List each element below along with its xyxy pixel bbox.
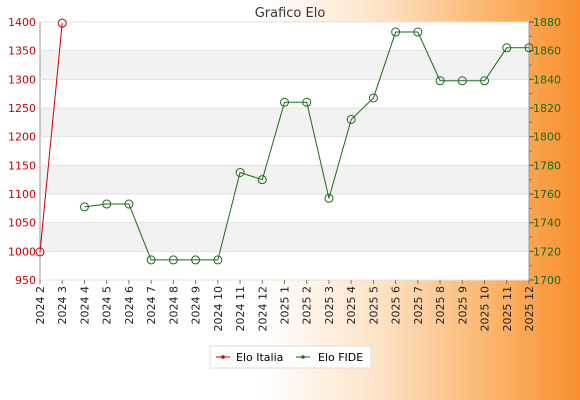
x-tick-label: 2025 12 xyxy=(523,286,536,332)
y-left-tick-label: 1300 xyxy=(8,73,36,86)
y-right-tick-label: 1740 xyxy=(533,217,561,230)
legend-label: Elo FIDE xyxy=(318,351,363,364)
y-right-tick-label: 1760 xyxy=(533,188,561,201)
y-left-tick-label: 1100 xyxy=(8,188,36,201)
y-right-tick-label: 1780 xyxy=(533,159,561,172)
data-point xyxy=(213,255,223,265)
y-left-tick-label: 1150 xyxy=(8,159,36,172)
y-left-tick-label: 1350 xyxy=(8,45,36,58)
plot-band xyxy=(40,108,529,137)
legend-label: Elo Italia xyxy=(236,351,283,364)
data-point xyxy=(79,202,89,212)
x-tick-label: 2024 4 xyxy=(78,286,91,325)
chart-title: Grafico Elo xyxy=(255,6,326,21)
x-tick-label: 2025 7 xyxy=(412,286,425,325)
data-point xyxy=(324,193,334,203)
x-tick-label: 2024 5 xyxy=(101,286,114,325)
data-point xyxy=(168,255,178,265)
data-point xyxy=(502,43,512,53)
plot-band xyxy=(40,136,529,166)
x-tick-label: 2024 3 xyxy=(56,286,69,325)
data-point xyxy=(191,255,201,265)
y-left-tick-label: 1400 xyxy=(8,16,36,29)
x-tick-label: 2024 8 xyxy=(167,286,180,325)
y-left-tick-label: 1250 xyxy=(8,102,36,115)
plot-band xyxy=(40,22,529,51)
legend-box xyxy=(209,345,372,369)
data-point xyxy=(102,199,112,209)
legend-marker xyxy=(221,355,225,359)
x-tick-label: 2024 11 xyxy=(234,286,247,332)
plot-band xyxy=(40,222,529,252)
x-tick-label: 2025 9 xyxy=(456,286,469,325)
data-point xyxy=(524,43,534,53)
series-line xyxy=(84,31,529,261)
x-tick-label: 2025 6 xyxy=(390,286,403,325)
plot-band xyxy=(40,165,529,194)
x-tick-label: 2025 3 xyxy=(323,286,336,325)
y-right-tick-label: 1840 xyxy=(533,73,561,86)
x-tick-label: 2024 9 xyxy=(190,286,203,325)
y-left-tick-label: 950 xyxy=(15,274,36,287)
plot-band xyxy=(40,194,529,223)
data-point xyxy=(35,247,45,257)
x-tick-label: 2024 12 xyxy=(256,286,269,332)
x-tick-label: 2025 2 xyxy=(301,286,314,325)
y-right-tick-label: 1800 xyxy=(533,131,561,144)
data-point xyxy=(457,76,467,86)
data-point xyxy=(146,255,156,265)
x-tick-label: 2025 5 xyxy=(367,286,380,325)
plot-band xyxy=(40,50,529,80)
y-left-tick-label: 1050 xyxy=(8,217,36,230)
legend-marker xyxy=(301,355,305,359)
x-tick-label: 2025 4 xyxy=(345,286,358,325)
x-tick-label: 2025 1 xyxy=(279,286,292,325)
data-point xyxy=(302,97,312,107)
x-tick-label: 2024 2 xyxy=(34,286,47,325)
data-point xyxy=(368,93,378,103)
data-point xyxy=(391,27,401,37)
data-point xyxy=(435,76,445,86)
data-point xyxy=(413,27,423,37)
data-point xyxy=(257,175,267,185)
series-elo-italia xyxy=(35,18,67,257)
y-left-tick-label: 1000 xyxy=(8,245,36,258)
x-tick-label: 2025 11 xyxy=(501,286,514,332)
x-tick-label: 2024 10 xyxy=(212,286,225,332)
data-point xyxy=(280,97,289,107)
data-point xyxy=(57,18,67,28)
data-point xyxy=(480,76,490,86)
plot-band xyxy=(40,251,529,280)
y-right-tick-label: 1820 xyxy=(533,102,561,115)
x-tick-label: 2024 6 xyxy=(123,286,136,325)
x-tick-label: 2024 7 xyxy=(145,286,158,325)
y-right-tick-label: 1880 xyxy=(533,16,561,29)
y-right-tick-label: 1860 xyxy=(533,45,561,58)
series-line xyxy=(39,23,63,252)
x-tick-label: 2025 10 xyxy=(479,286,492,332)
y-left-tick-label: 1200 xyxy=(8,131,36,144)
data-point xyxy=(124,199,134,209)
y-right-tick-label: 1700 xyxy=(533,274,561,287)
series-elo-fide xyxy=(79,27,534,265)
y-right-tick-label: 1720 xyxy=(533,245,561,258)
data-point xyxy=(235,168,245,177)
x-tick-label: 2025 8 xyxy=(434,286,447,325)
data-point xyxy=(346,114,356,124)
